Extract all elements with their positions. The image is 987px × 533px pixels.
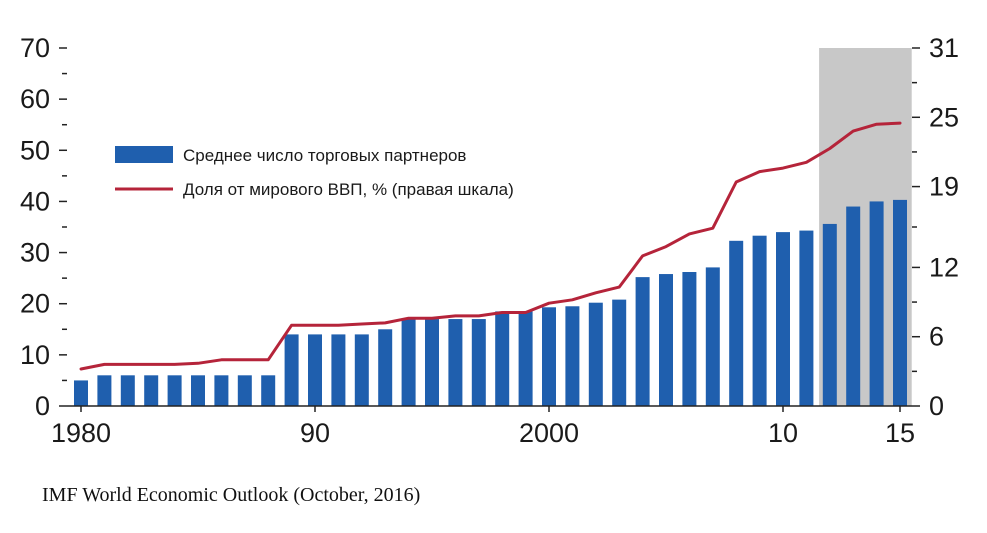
bar <box>448 319 463 406</box>
bar <box>729 240 744 406</box>
axes: 1980 90 2000 10 15 0 10 20 30 40 50 60 70 0 6 12 19 25 31 <box>20 33 959 448</box>
bar <box>471 319 486 406</box>
left-y-tick-label: 20 <box>20 289 50 319</box>
bar <box>682 272 697 406</box>
bar <box>120 375 135 406</box>
bar <box>659 274 673 406</box>
bar <box>308 334 322 406</box>
left-y-tick-label: 60 <box>20 84 50 114</box>
right-y-tick-label: 6 <box>929 322 944 352</box>
bar <box>284 334 299 406</box>
bar <box>74 380 88 406</box>
bar <box>799 230 814 406</box>
legend-label-bars: Среднее число торговых партнеров <box>183 146 466 165</box>
bar <box>167 375 182 406</box>
right-y-tick-label: 19 <box>929 172 959 202</box>
bar <box>144 375 159 406</box>
bar <box>214 375 229 406</box>
line-series-path <box>79 121 902 371</box>
right-y-tick-label: 25 <box>929 102 959 132</box>
bar <box>635 277 650 406</box>
bar <box>354 334 369 406</box>
bar <box>752 235 767 406</box>
left-y-tick-label: 70 <box>20 33 50 63</box>
right-y-tick-label: 0 <box>929 391 944 421</box>
right-y-tick-label: 12 <box>929 252 959 282</box>
bar <box>869 201 884 406</box>
x-tick-label: 90 <box>300 418 330 448</box>
bar <box>495 311 510 406</box>
bar <box>705 267 720 406</box>
x-tick-label: 15 <box>885 418 915 448</box>
bar <box>565 306 580 406</box>
left-y-tick-label: 10 <box>20 340 50 370</box>
bar <box>542 307 556 406</box>
legend-label-line: Доля от мирового ВВП, % (правая шкала) <box>183 180 514 199</box>
bar <box>776 232 790 406</box>
left-y-tick-label: 0 <box>35 391 50 421</box>
bar <box>893 199 907 406</box>
legend: Среднее число торговых партнеров Доля от … <box>115 146 514 199</box>
bar <box>331 334 346 406</box>
x-tick-label: 1980 <box>51 418 111 448</box>
line-series <box>79 121 902 371</box>
bar <box>612 299 627 406</box>
legend-swatch-bars <box>115 146 173 163</box>
right-y-tick-label: 31 <box>929 33 959 63</box>
x-tick-label: 2000 <box>519 418 579 448</box>
bar <box>425 319 439 406</box>
bar <box>588 302 603 406</box>
bar <box>191 375 205 406</box>
bar <box>378 329 393 406</box>
x-tick-label: 10 <box>768 418 798 448</box>
left-y-tick-label: 40 <box>20 186 50 216</box>
bar <box>237 375 252 406</box>
source-note: IMF World Economic Outlook (October, 201… <box>42 484 421 506</box>
bar <box>97 375 112 406</box>
bar <box>846 206 861 406</box>
bar <box>518 311 533 406</box>
left-y-tick-label: 50 <box>20 135 50 165</box>
bar <box>822 223 837 406</box>
bar <box>261 375 276 406</box>
left-y-tick-label: 30 <box>20 238 50 268</box>
bar-series <box>74 199 907 406</box>
bar <box>401 319 416 406</box>
